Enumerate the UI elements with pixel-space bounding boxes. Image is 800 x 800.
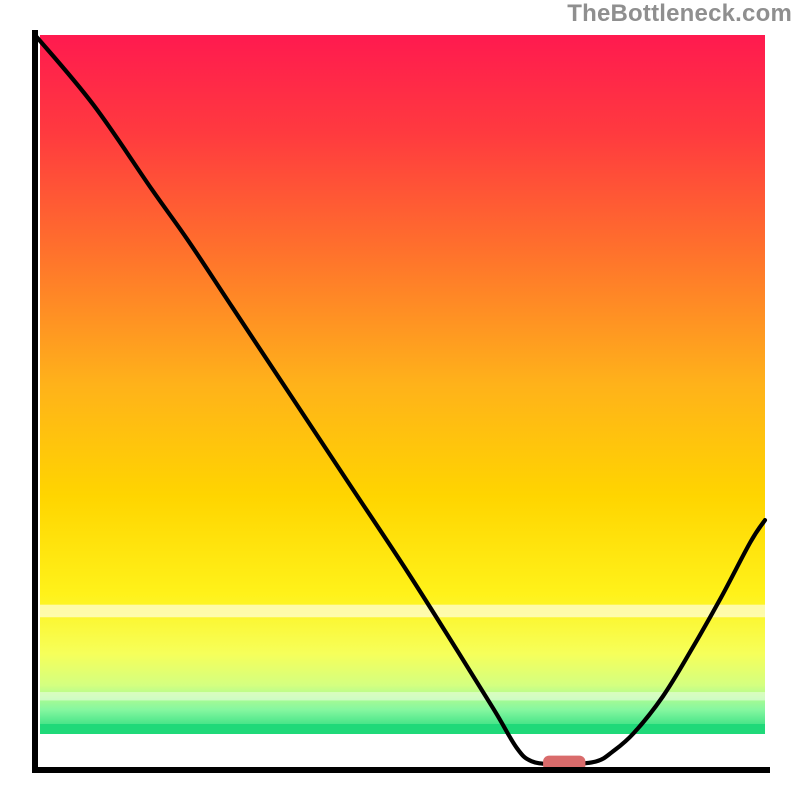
gradient-highlight-band <box>40 605 765 618</box>
bottom-green-strip <box>40 724 765 734</box>
chart-svg <box>0 0 800 800</box>
watermark-text: TheBottleneck.com <box>567 0 792 28</box>
gradient-highlight-band <box>40 692 765 700</box>
gradient-fill <box>40 35 765 734</box>
chart-container: TheBottleneck.com <box>0 0 800 800</box>
